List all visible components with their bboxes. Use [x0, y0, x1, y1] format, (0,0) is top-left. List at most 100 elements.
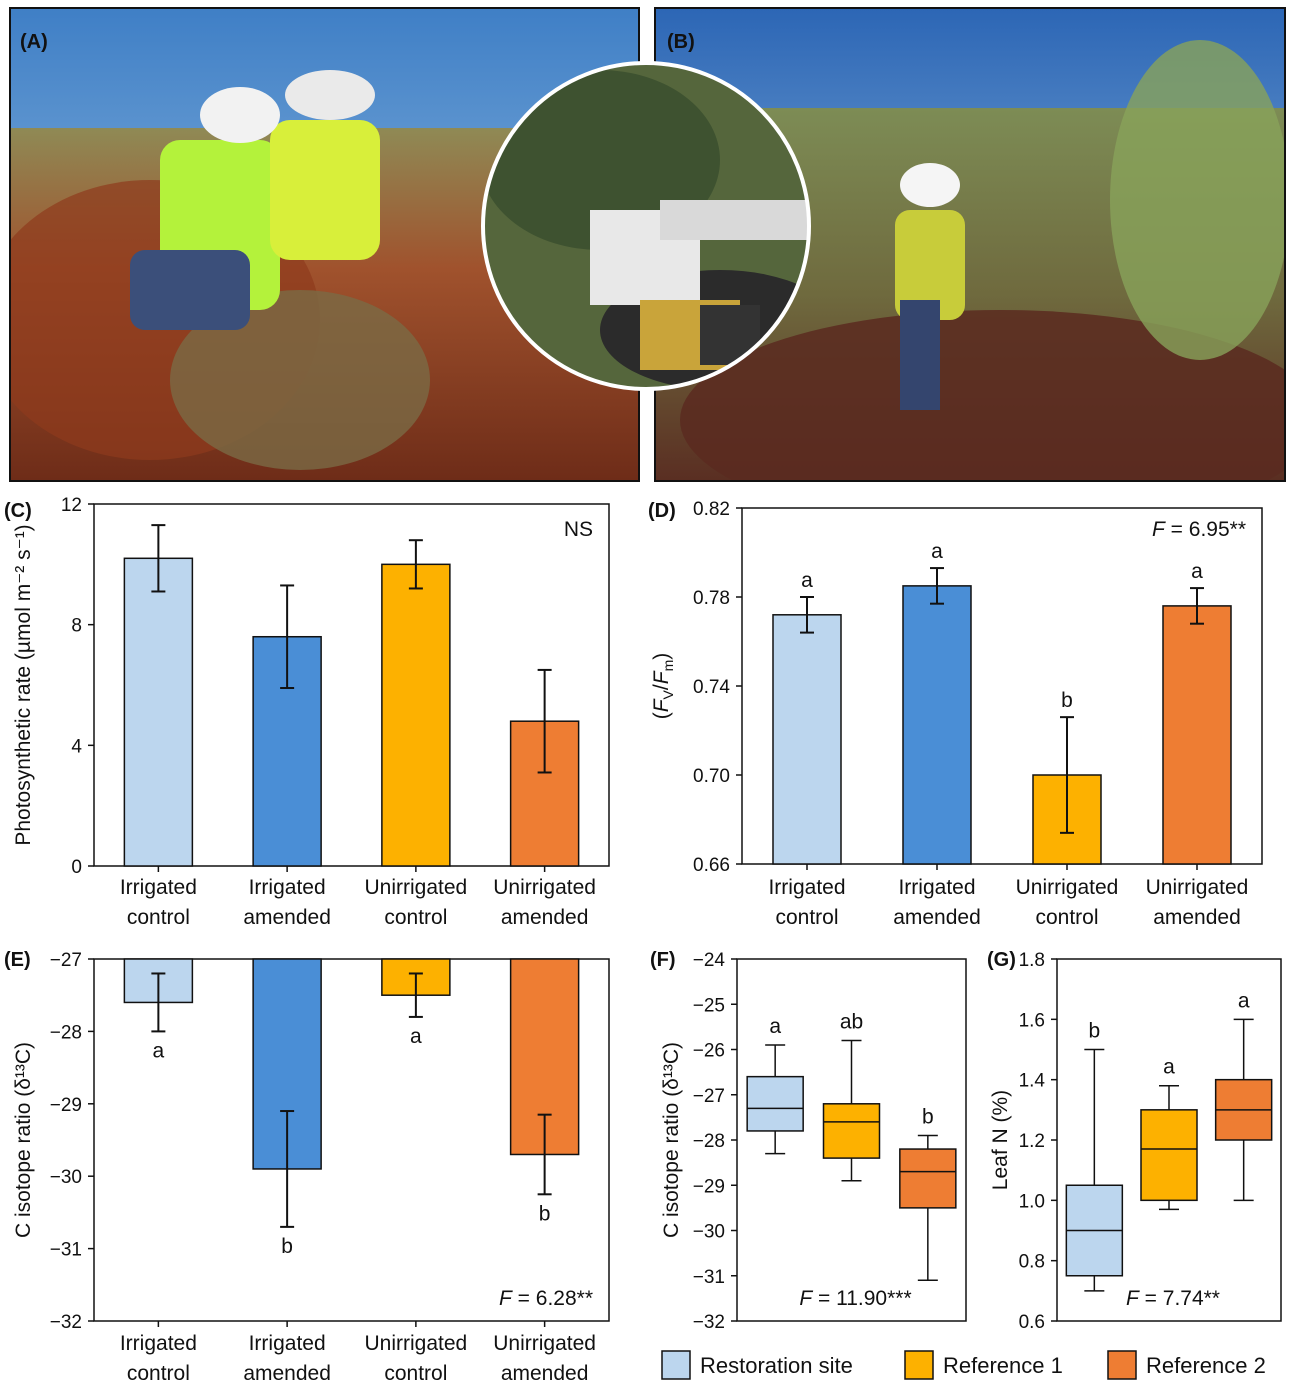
panel-label-F: (F) [650, 949, 676, 971]
chart-C-y-tick-label: 0 [71, 857, 82, 878]
chart-D-y-tick-label: 0.70 [693, 766, 730, 787]
chart-F: −32 −31 −30 −29 −28 −27 −26 −25 −24 C isotope rat… [660, 950, 967, 1333]
panel-label-C: (C) [4, 500, 32, 522]
chart-G: 0.6 0.8 1.0 1.2 1.4 1.6 1.8 Leaf N (%) b a a F = 7.… [989, 950, 1282, 1333]
chart-F-group-letter: a [769, 1015, 781, 1038]
chart-E-stat-label: F = 6.28** [499, 1287, 593, 1310]
chart-D-y-axis-label: (FV/Fm) [650, 653, 676, 720]
chart-E-y-tick-label: −28 [50, 1022, 82, 1043]
chart-E-y-tick-label: −27 [50, 950, 82, 971]
chart-E-y-axis-label: C isotope ratio (δ¹³C) [12, 1042, 35, 1238]
chart-C-y-axis-label: Photosynthetic rate (µmol m⁻² s⁻¹) [12, 524, 35, 845]
chart-F-y-tick-label: −28 [693, 1131, 725, 1152]
chart-G-y-tick-label: 1.6 [1019, 1010, 1045, 1031]
chart-E-x-tick-label: Unirrigated amended [493, 1332, 596, 1384]
chart-C-x-tick-label: Unirrigated control [365, 876, 468, 929]
chart-F-box [746, 1075, 804, 1132]
chart-D-bar [902, 585, 972, 865]
chart-C-y-tick-label: 8 [71, 616, 82, 637]
chart-F-box [899, 1148, 957, 1209]
chart-G-stat-label: F = 7.74** [1126, 1287, 1220, 1310]
chart-C-x-tick-label: Unirrigated amended [493, 876, 596, 929]
chart-G-y-tick-label: 1.8 [1019, 950, 1045, 971]
chart-E-group-letter: a [410, 1025, 422, 1048]
chart-F-y-tick-label: −30 [693, 1222, 725, 1243]
panel-label-A: (A) [20, 31, 48, 53]
chart-C: 0 4 8 12 Photosynthetic rate (µmol m⁻² s⁻¹) I… [12, 495, 610, 929]
legend-label: Reference 1 [943, 1353, 1063, 1378]
chart-G-group-letter: a [1163, 1056, 1175, 1079]
chart-G-y-tick-label: 1.0 [1019, 1191, 1045, 1212]
chart-G-group-letter: a [1238, 989, 1250, 1012]
chart-G-box [1140, 1109, 1198, 1202]
instrument-inset-icon [481, 61, 811, 391]
chart-F-y-tick-label: −31 [693, 1267, 725, 1288]
chart-F-stat-label: F = 11.90*** [799, 1287, 911, 1310]
chart-F-group-letter: b [922, 1105, 934, 1128]
chart-E-group-letter: b [281, 1235, 293, 1258]
chart-E-x-tick-label: Irrigated amended [243, 1332, 331, 1384]
panel-label-G: (G) [987, 949, 1016, 971]
chart-E-bar [509, 958, 580, 1156]
chart-C-stat-label: NS [564, 518, 593, 541]
chart-F-y-tick-label: −24 [693, 950, 726, 971]
chart-D-x-tick-label: Unirrigated amended [1146, 876, 1249, 929]
chart-E-y-tick-label: −30 [50, 1167, 82, 1188]
chart-C-y-tick-label: 4 [71, 736, 82, 757]
chart-F-y-tick-label: −25 [693, 995, 725, 1016]
chart-F-box [822, 1103, 881, 1159]
chart-F-y-tick-label: −27 [693, 1086, 725, 1107]
chart-C-bar [123, 557, 194, 867]
chart-D-stat-label: F = 6.95** [1152, 518, 1246, 541]
chart-D-x-tick-label: Irrigated control [768, 876, 845, 929]
chart-F-y-tick-label: −29 [693, 1176, 725, 1197]
panel-label-B: (B) [667, 31, 695, 53]
panel-label-D: (D) [648, 500, 676, 522]
chart-D: 0.66 0.70 0.74 0.78 0.82 (FV/Fm) Irrigated cont… [650, 499, 1263, 929]
chart-C-plot-frame [93, 503, 610, 867]
chart-D-x-tick-label: Irrigated amended [893, 876, 981, 929]
legend-swatch [661, 1350, 691, 1380]
chart-D-group-letter: a [1191, 560, 1203, 583]
chart-D-y-tick-label: 0.78 [693, 588, 730, 609]
chart-E-x-tick-label: Irrigated control [120, 1332, 197, 1384]
chart-D-x-tick-label: Unirrigated control [1016, 876, 1119, 929]
field-photo-B-icon [655, 8, 1285, 481]
chart-E: −32 −31 −30 −29 −28 −27 C isotope ratio (δ¹³C)… [12, 950, 610, 1384]
chart-G-group-letter: b [1088, 1020, 1100, 1043]
legend-label: Restoration site [700, 1353, 853, 1378]
legend: Restoration site Reference 1 Reference 2 [661, 1350, 1266, 1380]
chart-D-group-letter: a [931, 540, 943, 563]
chart-D-y-tick-label: 0.82 [693, 499, 730, 520]
chart-G-y-tick-label: 0.6 [1019, 1312, 1045, 1333]
chart-E-plot-frame [93, 958, 610, 1322]
legend-swatch [904, 1350, 934, 1380]
chart-F-group-letter: ab [840, 1010, 863, 1033]
chart-C-x-tick-label: Irrigated control [120, 876, 197, 929]
chart-D-bar [1162, 605, 1232, 865]
chart-C-bar [381, 563, 451, 867]
chart-G-y-tick-label: 1.2 [1019, 1131, 1045, 1152]
chart-E-group-letter: b [539, 1202, 551, 1225]
legend-label: Reference 2 [1146, 1353, 1266, 1378]
chart-F-y-tick-label: −32 [693, 1312, 725, 1333]
chart-D-group-letter: b [1061, 689, 1073, 712]
chart-D-group-letter: a [801, 569, 813, 592]
chart-F-y-axis-label: C isotope ratio (δ¹³C) [660, 1042, 683, 1238]
chart-E-y-tick-label: −31 [50, 1240, 82, 1261]
chart-D-bar [772, 614, 842, 865]
chart-D-y-tick-label: 0.66 [693, 855, 730, 876]
chart-C-x-tick-label: Irrigated amended [243, 876, 331, 929]
chart-C-y-tick-label: 12 [61, 495, 82, 516]
panel-label-E: (E) [4, 949, 31, 971]
chart-E-x-tick-label: Unirrigated control [365, 1332, 468, 1384]
chart-E-y-tick-label: −29 [50, 1095, 82, 1116]
chart-F-y-tick-label: −26 [693, 1041, 725, 1062]
chart-G-y-axis-label: Leaf N (%) [989, 1090, 1012, 1190]
chart-E-group-letter: a [153, 1039, 165, 1062]
chart-G-y-tick-label: 1.4 [1019, 1071, 1046, 1092]
chart-G-y-tick-label: 0.8 [1019, 1252, 1045, 1273]
legend-swatch [1107, 1350, 1137, 1380]
chart-E-y-tick-label: −32 [50, 1312, 82, 1333]
